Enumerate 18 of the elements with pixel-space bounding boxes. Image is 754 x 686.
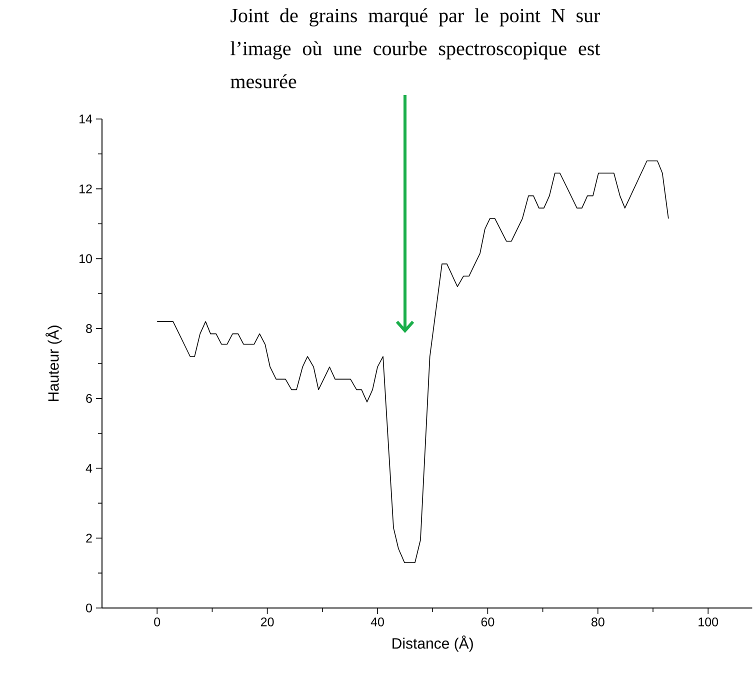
y-tick-label: 10 <box>80 254 92 264</box>
y-tick-label: 0 <box>86 604 92 612</box>
y-tick-label: 8 <box>86 324 92 333</box>
x-tick-label: 40 <box>370 618 384 626</box>
x-tick-label: 80 <box>592 618 604 626</box>
x-tick-label: 100 <box>698 618 718 626</box>
x-tick-label: 0 <box>154 618 160 626</box>
x-axis-title: Distance (Å) <box>392 636 473 652</box>
y-tick-label: 6 <box>86 394 92 403</box>
y-tick-label: 12 <box>80 184 92 194</box>
x-tick-label: 60 <box>481 618 494 626</box>
y-axis-title: Hauteur (Å) <box>46 326 62 402</box>
y-tick-label: 4 <box>86 464 92 473</box>
y-tick-label: 2 <box>86 534 92 543</box>
text: Joint de grains marqué par le point N sur l’image où une courbe spectroscopique est mesurée <box>230 8 600 88</box>
x-tick-label: 20 <box>260 618 274 626</box>
y-tick-label: 14 <box>80 114 92 124</box>
line-series <box>156 160 669 563</box>
